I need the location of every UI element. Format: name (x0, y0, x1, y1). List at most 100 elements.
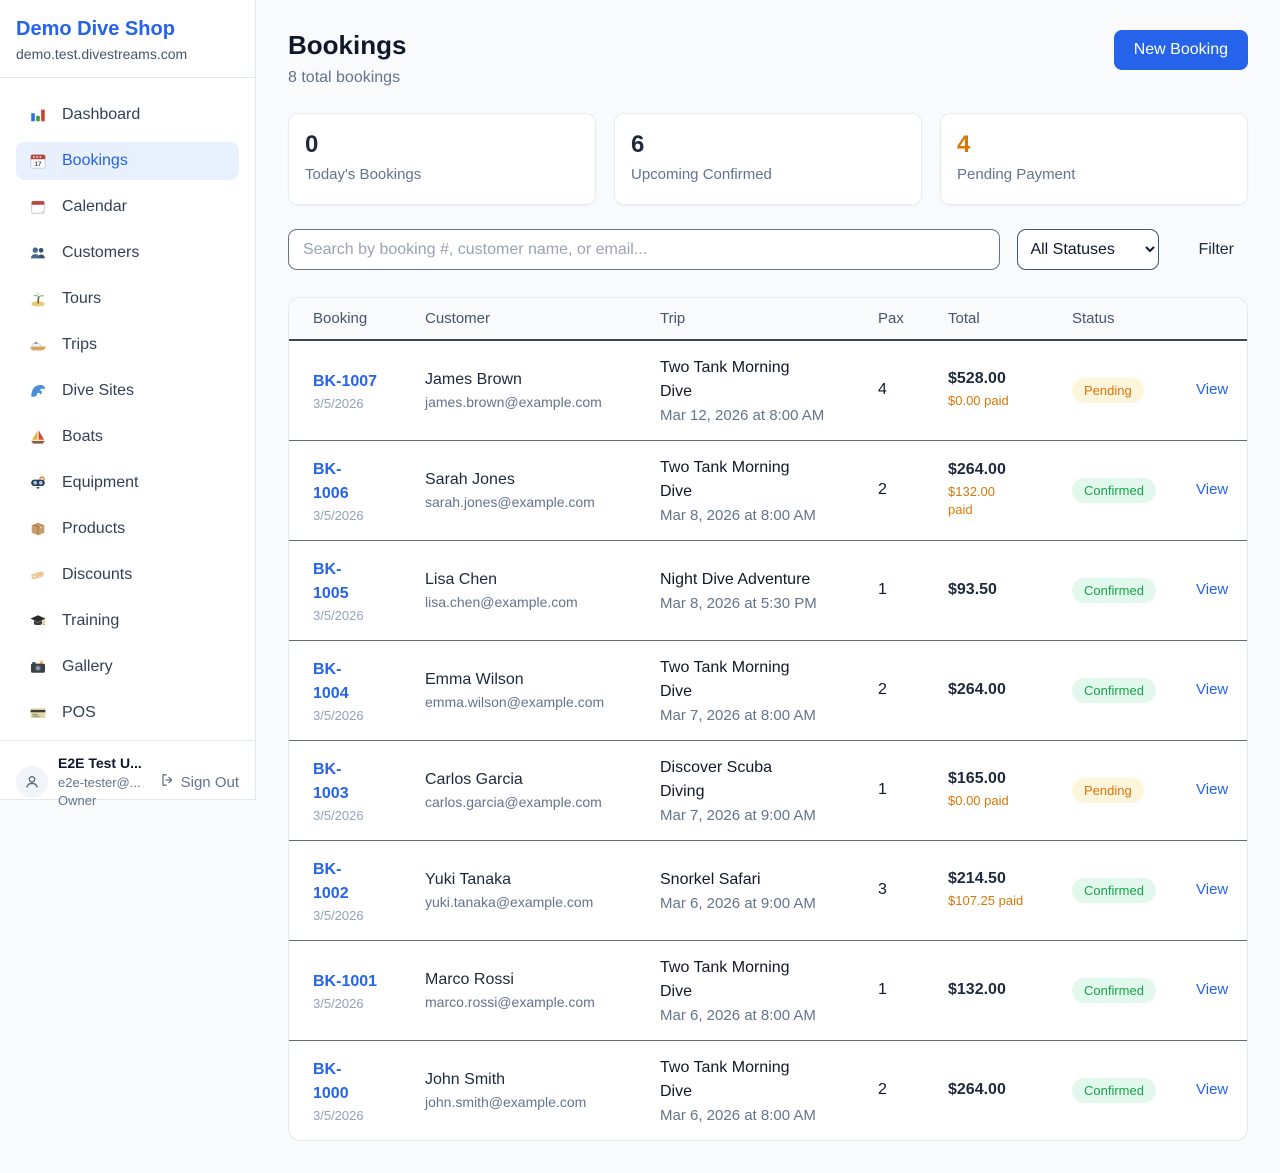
booking-id-link[interactable]: BK-1001 (313, 972, 378, 990)
pax-count: 3 (862, 840, 932, 941)
sidebar-item-dive-sites[interactable]: Dive Sites (16, 372, 239, 410)
bookings-table: Booking Customer Trip Pax Total Status B… (289, 298, 1247, 1140)
booking-id-link[interactable]: BK- 1006 (313, 460, 349, 502)
sidebar-item-trips[interactable]: Trips (16, 326, 239, 364)
sidebar-item-bookings[interactable]: 17 Bookings (16, 142, 239, 180)
sidebar-item-gallery[interactable]: Gallery (16, 648, 239, 686)
customer-email: carlos.garcia@example.com (425, 793, 602, 810)
status-filter-select[interactable]: All Statuses (1017, 229, 1160, 270)
column-header-booking: Booking (289, 298, 409, 341)
sidebar-nav: Dashboard 17 Bookings Calendar Customers… (0, 78, 255, 740)
sidebar-item-dashboard[interactable]: Dashboard (16, 96, 239, 134)
booking-id-link[interactable]: BK- 1003 (313, 760, 349, 802)
speedboat-icon (28, 335, 48, 355)
booking-id-link[interactable]: BK- 1000 (313, 1060, 349, 1102)
sidebar-item-label: Gallery (62, 658, 113, 675)
tear-off-calendar-icon (28, 197, 48, 217)
sidebar-item-label: Products (62, 520, 126, 537)
new-booking-button[interactable]: New Booking (1113, 30, 1248, 70)
booking-date: 3/5/2026 (313, 395, 364, 411)
stat-label: Today's Bookings (305, 166, 422, 183)
table-row: BK- 1002 3/5/2026 Yuki Tanaka yuki.tanak… (289, 840, 1247, 941)
booking-date: 3/5/2026 (313, 807, 364, 823)
sidebar-item-label: Boats (62, 428, 103, 445)
trip-name: Two Tank Morning Dive (660, 459, 790, 500)
trip-name: Discover Scuba Diving (660, 759, 773, 800)
total-amount: $93.50 (948, 581, 997, 598)
booking-id-link[interactable]: BK-1007 (313, 372, 378, 390)
total-amount: $214.50 (948, 869, 1006, 887)
sidebar-item-label: Dashboard (62, 106, 141, 123)
sidebar-item-customers[interactable]: Customers (16, 234, 239, 272)
user-email: e2e-tester@... (58, 774, 141, 790)
booking-date: 3/5/2026 (313, 907, 364, 923)
customer-email: marco.rossi@example.com (425, 993, 595, 1010)
view-link[interactable]: View (1196, 981, 1229, 998)
camera-icon (28, 657, 48, 677)
customer-name: John Smith (425, 1070, 506, 1088)
main-content: Bookings 8 total bookings New Booking 0 … (256, 0, 1280, 1173)
sidebar-item-label: Discounts (62, 566, 133, 583)
sidebar-item-discounts[interactable]: Discounts (16, 556, 239, 594)
view-link[interactable]: View (1196, 881, 1229, 898)
sidebar-item-label: Dive Sites (62, 382, 135, 399)
trip-datetime: Mar 6, 2026 at 8:00 AM (660, 1107, 816, 1125)
brand-domain: demo.test.divestreams.com (16, 46, 188, 62)
sidebar-item-tours[interactable]: Tours (16, 280, 239, 318)
table-row: BK-1001 3/5/2026 Marco Rossi marco.rossi… (289, 940, 1247, 1041)
stat-value: 6 (631, 131, 645, 158)
sidebar-item-pos[interactable]: POS (16, 694, 239, 732)
sidebar-item-training[interactable]: Training (16, 602, 239, 640)
tag-icon (28, 565, 48, 585)
view-link[interactable]: View (1196, 781, 1229, 798)
view-link[interactable]: View (1196, 481, 1229, 498)
trip-datetime: Mar 12, 2026 at 8:00 AM (660, 407, 825, 425)
total-amount: $264.00 (948, 460, 1006, 478)
sidebar-item-label: Trips (62, 336, 97, 353)
total-amount: $264.00 (948, 681, 1006, 698)
stat-value: 0 (305, 131, 319, 158)
customer-name: Marco Rossi (425, 970, 514, 988)
trip-name: Two Tank Morning Dive (660, 659, 790, 700)
total-amount: $132.00 (948, 981, 1006, 998)
paid-amount: $0.00 paid (948, 792, 1009, 808)
filter-button[interactable]: Filter (1184, 233, 1248, 267)
page-header: Bookings 8 total bookings New Booking (288, 30, 1248, 87)
customer-name: Carlos Garcia (425, 770, 523, 788)
column-header-status: Status (1056, 298, 1180, 341)
view-link[interactable]: View (1196, 681, 1229, 698)
search-input[interactable] (288, 229, 1001, 270)
sign-out-label: Sign Out (180, 773, 239, 791)
sidebar-item-equipment[interactable]: Equipment (16, 464, 239, 502)
status-badge: Confirmed (1072, 977, 1156, 1003)
page-subtitle: 8 total bookings (288, 69, 401, 86)
sign-out-icon (159, 772, 175, 792)
column-header-total: Total (932, 298, 1056, 341)
customer-email: yuki.tanaka@example.com (425, 893, 594, 910)
package-icon (28, 519, 48, 539)
avatar (16, 766, 48, 798)
sidebar-item-boats[interactable]: Boats (16, 418, 239, 456)
booking-id-link[interactable]: BK- 1005 (313, 560, 349, 602)
island-icon (28, 289, 48, 309)
credit-card-icon (28, 703, 48, 723)
status-badge: Confirmed (1072, 477, 1156, 503)
sidebar-item-products[interactable]: Products (16, 510, 239, 548)
pax-count: 2 (862, 440, 932, 541)
stat-card-upcoming-confirmed: 6 Upcoming Confirmed (614, 113, 922, 205)
status-badge: Confirmed (1072, 577, 1156, 603)
booking-id-link[interactable]: BK- 1004 (313, 660, 349, 702)
stat-card-pending-payment: 4 Pending Payment (940, 113, 1248, 205)
view-link[interactable]: View (1196, 381, 1229, 399)
table-row: BK- 1003 3/5/2026 Carlos Garcia carlos.g… (289, 740, 1247, 841)
booking-date: 3/5/2026 (313, 507, 364, 523)
sign-out-button[interactable]: Sign Out (159, 772, 239, 792)
trip-name: Night Dive Adventure (660, 571, 811, 588)
sidebar-item-calendar[interactable]: Calendar (16, 188, 239, 226)
sidebar-item-label: Bookings (62, 152, 128, 169)
booking-date: 3/5/2026 (313, 995, 364, 1011)
view-link[interactable]: View (1196, 581, 1229, 598)
booking-id-link[interactable]: BK- 1002 (313, 860, 349, 902)
user-name: E2E Test U... (58, 755, 142, 771)
view-link[interactable]: View (1196, 1081, 1229, 1099)
